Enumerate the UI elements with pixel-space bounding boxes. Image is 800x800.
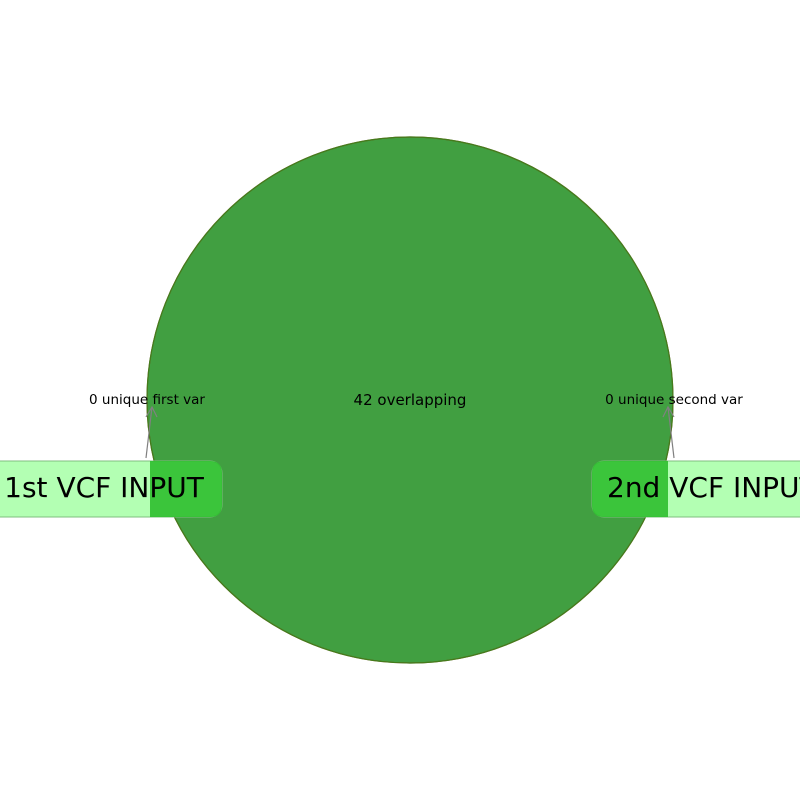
set-b-arrowhead bbox=[662, 405, 675, 418]
set-a-unique-label: 0 unique first var bbox=[89, 392, 205, 408]
set-a-arrowhead bbox=[145, 405, 158, 418]
set-a-name-box-overlap bbox=[150, 461, 222, 517]
overlap-label: 42 overlapping bbox=[354, 391, 467, 409]
set-b-name-label: 2nd VCF INPUT bbox=[607, 471, 800, 504]
set-a-name-label: 1st VCF INPUT bbox=[4, 471, 205, 504]
set-a-arrow bbox=[145, 406, 153, 459]
set-b-name-box-overlap bbox=[592, 461, 668, 517]
set-b-circle bbox=[146, 136, 674, 664]
set-b-unique-label: 0 unique second var bbox=[605, 392, 743, 408]
set-b-arrow bbox=[667, 406, 675, 459]
